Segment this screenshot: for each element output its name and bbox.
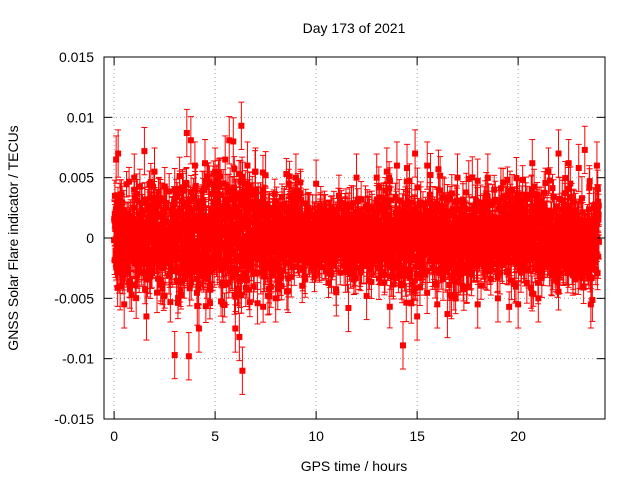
y-tick-label: 0 bbox=[86, 230, 94, 246]
data-point bbox=[161, 282, 168, 309]
x-axis-label: GPS time / hours bbox=[301, 458, 408, 474]
data-point bbox=[236, 312, 243, 362]
data-point bbox=[230, 117, 237, 166]
data-point bbox=[238, 101, 245, 150]
data-point bbox=[593, 141, 600, 190]
x-tick-label: 5 bbox=[211, 428, 219, 444]
data-point bbox=[555, 129, 562, 178]
y-tick-label: 0.005 bbox=[59, 170, 94, 186]
data-point bbox=[143, 292, 150, 341]
data-point bbox=[345, 283, 352, 333]
x-tick-label: 15 bbox=[409, 428, 425, 444]
data-point bbox=[201, 171, 208, 209]
data-point bbox=[313, 159, 320, 208]
data-point bbox=[519, 165, 526, 195]
data-point bbox=[575, 143, 582, 193]
y-axis-label: GNSS Solar Flare indicator / TECUs bbox=[5, 125, 21, 350]
data-point bbox=[185, 332, 192, 381]
data-point bbox=[581, 125, 588, 175]
chart-title: Day 173 of 2021 bbox=[303, 20, 406, 36]
data-point bbox=[167, 281, 174, 323]
y-tick-label: 0.01 bbox=[67, 109, 94, 125]
data-point bbox=[141, 126, 148, 176]
data-point bbox=[171, 330, 178, 380]
x-tick-label: 0 bbox=[110, 428, 118, 444]
data-point bbox=[239, 346, 246, 395]
data-point bbox=[126, 166, 133, 197]
y-tick-label: -0.005 bbox=[54, 290, 94, 306]
data-point bbox=[191, 141, 198, 190]
y-tick-label: -0.015 bbox=[54, 411, 94, 427]
data-point bbox=[202, 289, 209, 323]
data-point bbox=[133, 277, 140, 319]
y-tick-label: 0.015 bbox=[59, 49, 94, 65]
x-tick-label: 20 bbox=[510, 428, 526, 444]
data-series bbox=[111, 101, 602, 395]
data-point bbox=[469, 156, 476, 199]
data-point bbox=[399, 321, 406, 370]
y-tick-label: -0.01 bbox=[62, 351, 94, 367]
data-point bbox=[353, 153, 360, 202]
x-tick-label: 10 bbox=[308, 428, 324, 444]
